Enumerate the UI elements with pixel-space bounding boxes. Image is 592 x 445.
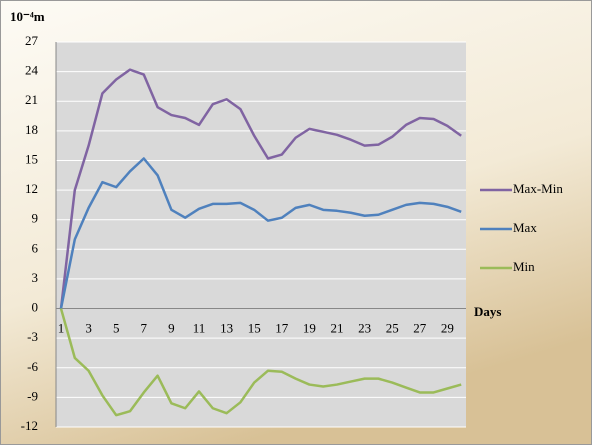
x-tick-label: 23 — [358, 321, 371, 336]
x-tick-label: 3 — [85, 321, 92, 336]
plot-area — [56, 42, 466, 427]
y-tick-label: -3 — [27, 329, 38, 344]
x-tick-label: 27 — [413, 321, 427, 336]
y-axis-title: 10⁻⁴m — [10, 9, 45, 24]
x-tick-label: 15 — [248, 321, 261, 336]
y-tick-label: -6 — [27, 359, 38, 374]
x-tick-label: 17 — [275, 321, 289, 336]
x-tick-label: 13 — [220, 321, 233, 336]
x-tick-label: 19 — [303, 321, 316, 336]
series-line — [59, 68, 462, 309]
y-tick-label: 12 — [25, 181, 38, 196]
x-tick-label: 9 — [168, 321, 175, 336]
x-axis-title: Days — [474, 304, 501, 319]
y-tick-label: -12 — [21, 418, 38, 433]
x-tick-label: 29 — [441, 321, 454, 336]
x-tick-label: 1 — [58, 321, 65, 336]
x-tick-label: 7 — [141, 321, 148, 336]
series-line — [59, 157, 462, 309]
legend-label: Max — [513, 220, 537, 235]
series-line — [59, 308, 462, 417]
legend-label: Max-Min — [513, 181, 563, 196]
y-tick-label: 6 — [32, 240, 39, 255]
x-tick-label: 11 — [193, 321, 206, 336]
x-tick-label: 25 — [386, 321, 399, 336]
legend-label: Min — [513, 259, 535, 274]
y-tick-label: 0 — [32, 300, 39, 315]
y-tick-label: 18 — [25, 122, 38, 137]
y-tick-label: 3 — [32, 270, 39, 285]
x-tick-label: 21 — [331, 321, 344, 336]
y-tick-label: 27 — [25, 33, 39, 48]
y-tick-label: 15 — [25, 151, 38, 166]
x-tick-label: 5 — [113, 321, 120, 336]
y-tick-label: -9 — [27, 388, 38, 403]
y-tick-label: 21 — [25, 92, 38, 107]
y-tick-label: 24 — [25, 63, 39, 78]
y-tick-label: 9 — [32, 211, 39, 226]
